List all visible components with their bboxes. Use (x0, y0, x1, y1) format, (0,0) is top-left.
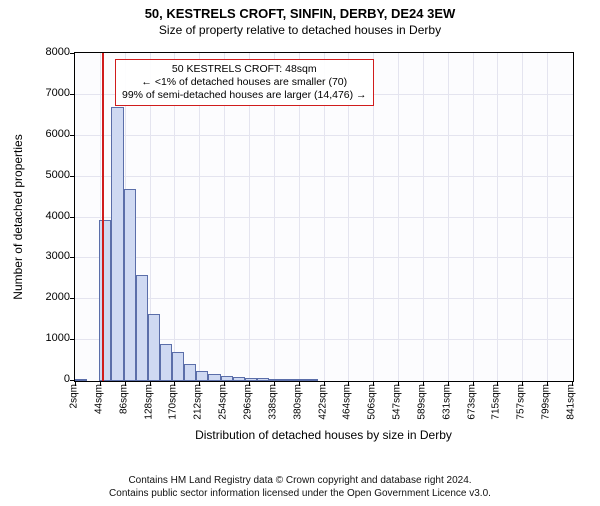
footer-line-1: Contains HM Land Registry data © Crown c… (0, 475, 600, 488)
histogram-bar (306, 379, 318, 381)
histogram-bar (257, 378, 269, 381)
ytick-mark (70, 217, 75, 218)
histogram-bar (208, 374, 220, 381)
gridline-v (497, 53, 498, 381)
xtick-label: 506sqm (367, 384, 378, 420)
gridline-v (448, 53, 449, 381)
xtick-label: 757sqm (516, 384, 527, 420)
gridline-v (423, 53, 424, 381)
gridline-v (522, 53, 523, 381)
annotation-line-3: 99% of semi-detached houses are larger (… (122, 89, 367, 102)
xtick-label: 212sqm (193, 384, 204, 420)
xtick-label: 422sqm (317, 384, 328, 420)
xtick-label: 44sqm (93, 384, 104, 414)
histogram-bar (184, 364, 196, 381)
chart-footer: Contains HM Land Registry data © Crown c… (0, 475, 600, 500)
ytick-mark (70, 53, 75, 54)
histogram-bar (269, 379, 281, 381)
chart-container: Number of detached properties 50 KESTREL… (46, 52, 576, 412)
ytick-mark (70, 257, 75, 258)
xtick-label: 547sqm (392, 384, 403, 420)
x-axis-label: Distribution of detached houses by size … (46, 428, 600, 442)
ytick-label: 5000 (30, 169, 70, 181)
histogram-bar (293, 379, 305, 381)
marker-annotation: 50 KESTRELS CROFT: 48sqm ← <1% of detach… (115, 59, 374, 106)
xtick-label: 799sqm (541, 384, 552, 420)
chart-title-main: 50, KESTRELS CROFT, SINFIN, DERBY, DE24 … (0, 6, 600, 21)
histogram-bar (124, 189, 136, 381)
ytick-label: 1000 (30, 332, 70, 344)
xtick-label: 589sqm (416, 384, 427, 420)
ytick-label: 4000 (30, 210, 70, 222)
xtick-label: 254sqm (218, 384, 229, 420)
xtick-label: 128sqm (143, 384, 154, 420)
histogram-bar (75, 379, 87, 381)
histogram-bar (245, 378, 257, 381)
annotation-line-1: 50 KESTRELS CROFT: 48sqm (122, 63, 367, 76)
histogram-bar (160, 344, 172, 381)
histogram-bar (221, 376, 233, 381)
histogram-bar (233, 377, 245, 381)
plot-area: 50 KESTRELS CROFT: 48sqm ← <1% of detach… (74, 52, 574, 382)
gridline-v (473, 53, 474, 381)
ytick-mark (70, 176, 75, 177)
xtick-label: 715sqm (491, 384, 502, 420)
footer-line-2: Contains public sector information licen… (0, 488, 600, 501)
ytick-label: 7000 (30, 87, 70, 99)
ytick-mark (70, 298, 75, 299)
gridline-v (547, 53, 548, 381)
property-marker-line (102, 53, 104, 381)
xtick-label: 338sqm (267, 384, 278, 420)
xtick-label: 464sqm (342, 384, 353, 420)
ytick-mark (70, 339, 75, 340)
xtick-label: 380sqm (292, 384, 303, 420)
ytick-label: 8000 (30, 46, 70, 58)
ytick-label: 3000 (30, 250, 70, 262)
gridline-v (398, 53, 399, 381)
annotation-line-2: ← <1% of detached houses are smaller (70… (122, 76, 367, 89)
xtick-label: 296sqm (242, 384, 253, 420)
histogram-bar (196, 371, 208, 381)
xtick-label: 86sqm (118, 384, 129, 414)
ytick-label: 0 (30, 373, 70, 385)
ytick-mark (70, 94, 75, 95)
histogram-bar (172, 352, 184, 381)
xtick-label: 841sqm (566, 384, 577, 420)
histogram-bar (281, 379, 293, 381)
histogram-bar (136, 275, 148, 381)
xtick-label: 673sqm (466, 384, 477, 420)
chart-title-sub: Size of property relative to detached ho… (0, 23, 600, 37)
ytick-label: 6000 (30, 128, 70, 140)
histogram-bar (148, 314, 160, 381)
xtick-label: 2sqm (69, 384, 80, 408)
xtick-label: 631sqm (441, 384, 452, 420)
y-axis-label: Number of detached properties (11, 134, 25, 299)
xtick-label: 170sqm (168, 384, 179, 420)
ytick-label: 2000 (30, 291, 70, 303)
histogram-bar (111, 107, 123, 381)
ytick-mark (70, 135, 75, 136)
